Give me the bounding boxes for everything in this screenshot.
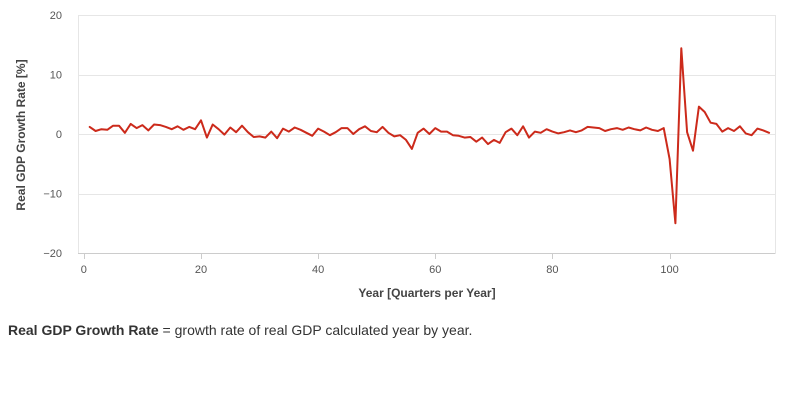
grid-lines: [78, 15, 775, 254]
gdp-growth-chart: 0 20 40 60 80 100 −20 −10 0 10 20 Year [Quarters …: [14, 10, 776, 300]
x-axis-title: Year [Quarters per Year]: [358, 286, 495, 300]
y-tick-label: 10: [50, 70, 62, 82]
y-tick-label: 20: [50, 10, 62, 22]
x-tick-label: 60: [429, 264, 441, 276]
y-axis-title: Real GDP Growth Rate [%]: [14, 59, 28, 210]
x-tick-label: 40: [312, 264, 324, 276]
x-tick-label: 100: [660, 264, 678, 276]
x-tick-label: 0: [81, 264, 87, 276]
y-axis: −20 −10 0 10 20: [43, 10, 62, 260]
series-line: [88, 47, 771, 225]
caption-term: Real GDP Growth Rate: [8, 322, 159, 338]
x-tick-label: 20: [195, 264, 207, 276]
y-tick-label: 0: [56, 129, 62, 141]
x-axis: 0 20 40 60 80 100: [78, 253, 775, 276]
caption-text: = growth rate of real GDP calculated yea…: [158, 322, 473, 338]
y-tick-label: −10: [43, 189, 62, 201]
y-tick-label: −20: [43, 248, 62, 260]
x-tick-label: 80: [546, 264, 558, 276]
chart-caption: Real GDP Growth Rate = growth rate of re…: [8, 322, 472, 338]
